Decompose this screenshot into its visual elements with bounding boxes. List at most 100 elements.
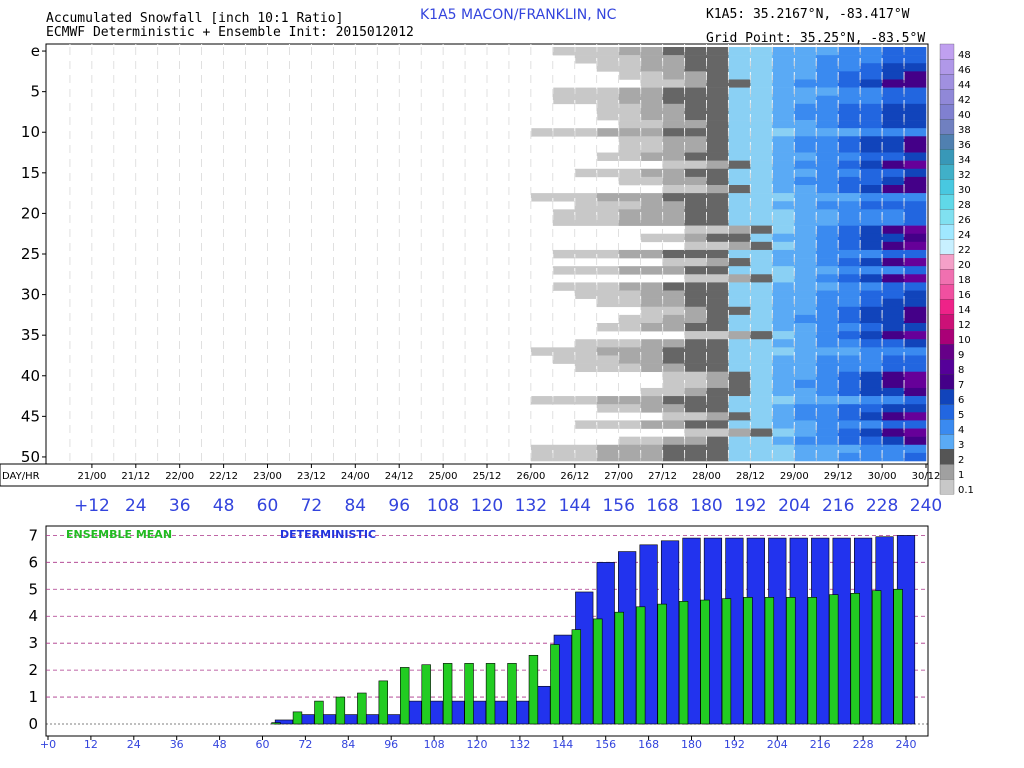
- heatmap-cell: [816, 290, 839, 299]
- legend-label: 40: [958, 110, 971, 121]
- date-tick-label: 24/12: [385, 471, 414, 482]
- heatmap-cell: [618, 71, 641, 80]
- heatmap-cell: [684, 160, 707, 170]
- heatmap-cell: [860, 152, 883, 161]
- heatmap-cell: [640, 452, 663, 462]
- heatmap-cell: [860, 258, 883, 267]
- heatmap-cell: [838, 258, 861, 267]
- heatmap-cell: [794, 355, 817, 364]
- heatmap-cell: [662, 379, 685, 389]
- heatmap-cell: [904, 168, 927, 178]
- heatmap-cell: [662, 217, 685, 226]
- heatmap-cell: [838, 331, 861, 340]
- heatmap-cell: [838, 128, 861, 137]
- ensemble-mean-bar: [442, 663, 453, 725]
- heatmap-cell: [882, 95, 905, 105]
- heatmap-cell: [706, 152, 729, 161]
- heatmap-cell: [552, 217, 576, 226]
- heatmap-cell: [706, 47, 729, 56]
- heatmap-cell: [552, 87, 576, 97]
- heatmap-cell: [552, 266, 576, 275]
- heatmap-cell: [706, 404, 729, 413]
- heatmap-cell: [618, 176, 641, 186]
- heatmap-cell: [596, 323, 619, 332]
- heatmap-cell: [860, 63, 883, 72]
- heatmap-cell: [816, 79, 839, 88]
- heatmap-cell: [860, 79, 883, 88]
- heatmap-cell: [838, 404, 861, 413]
- member-label: 5: [30, 83, 40, 101]
- chart-title: Accumulated Snowfall [inch 10:1 Ratio]: [46, 11, 343, 26]
- heatmap-cell: [618, 347, 641, 356]
- heatmap-cell: [882, 452, 905, 462]
- heatmap-cell: [772, 128, 795, 137]
- legend-swatches: [939, 43, 955, 495]
- heatmap-cell: [794, 47, 817, 56]
- heatmap-cell: [706, 323, 729, 332]
- heatmap-cell: [728, 323, 751, 332]
- forecast-hour-label: 228: [866, 496, 898, 516]
- heatmap-cell: [728, 201, 751, 210]
- heatmap-cell: [640, 266, 663, 275]
- heatmap-cell: [706, 339, 729, 348]
- heatmap-cell: [552, 249, 576, 259]
- heatmap-cell: [662, 290, 685, 299]
- heatmap-cell: [574, 193, 598, 202]
- heatmap-cell: [794, 71, 817, 80]
- heatmap-cell: [772, 371, 795, 381]
- heatmap-cell: [816, 258, 839, 267]
- forecast-hour-label: +12: [74, 496, 110, 516]
- heatmap-cell: [772, 363, 795, 373]
- heatmap-cell: [618, 444, 641, 454]
- heatmap-cell: [574, 95, 598, 105]
- heatmap-cell: [750, 136, 773, 145]
- forecast-hour-label: 204: [778, 496, 810, 516]
- heatmap-cell: [838, 428, 861, 437]
- heatmap-cell: [618, 339, 641, 348]
- heatmap-cell: [706, 347, 729, 356]
- legend-label: 6: [958, 395, 964, 406]
- heatmap-cell: [816, 120, 839, 129]
- heatmap-cell: [882, 176, 905, 186]
- heatmap-cell: [728, 266, 751, 275]
- heatmap-cell: [838, 347, 861, 356]
- heatmap-cell: [904, 87, 927, 97]
- forecast-hour-label: 48: [213, 496, 235, 516]
- heatmap-cell: [728, 144, 751, 153]
- heatmap-cell: [662, 55, 685, 64]
- heatmap-cell: [728, 387, 751, 397]
- heatmap-cell: [772, 241, 795, 251]
- heatmap-cell: [640, 323, 663, 332]
- heatmap-cell: [882, 404, 905, 413]
- bar-x-tick-label: 180: [681, 738, 702, 751]
- heatmap-cell: [662, 185, 685, 194]
- heatmap-cell: [684, 290, 707, 299]
- heatmap-cell: [618, 152, 641, 161]
- legend-swatch: [939, 193, 955, 210]
- forecast-hour-label: 180: [690, 496, 722, 516]
- heatmap-cell: [706, 331, 729, 340]
- legend-swatch: [939, 298, 955, 315]
- heatmap-cell: [684, 95, 707, 105]
- heatmap-cell: [618, 103, 641, 113]
- heatmap-cell: [904, 290, 927, 299]
- heatmap-cell: [750, 233, 773, 243]
- heatmap-cell: [662, 79, 685, 88]
- heatmap-cell: [618, 436, 641, 446]
- heatmap-cell: [728, 209, 751, 218]
- heatmap-cell: [684, 258, 707, 267]
- ensemble-mean-bar: [743, 597, 753, 725]
- heatmap-cell: [794, 266, 817, 275]
- date-tick-label: 26/00: [516, 471, 545, 482]
- heatmap-cell: [662, 266, 685, 275]
- heatmap-cell: [618, 217, 641, 226]
- heatmap-cell: [596, 111, 619, 121]
- heatmap-cell: [838, 306, 861, 316]
- heatmap-cell: [750, 444, 773, 454]
- ensemble-mean-bar: [678, 601, 689, 725]
- heatmap-cell: [640, 314, 663, 324]
- heatmap-cell: [706, 176, 729, 186]
- heatmap-cell: [750, 55, 773, 64]
- heatmap-cell: [640, 128, 663, 137]
- heatmap-cell: [882, 339, 905, 348]
